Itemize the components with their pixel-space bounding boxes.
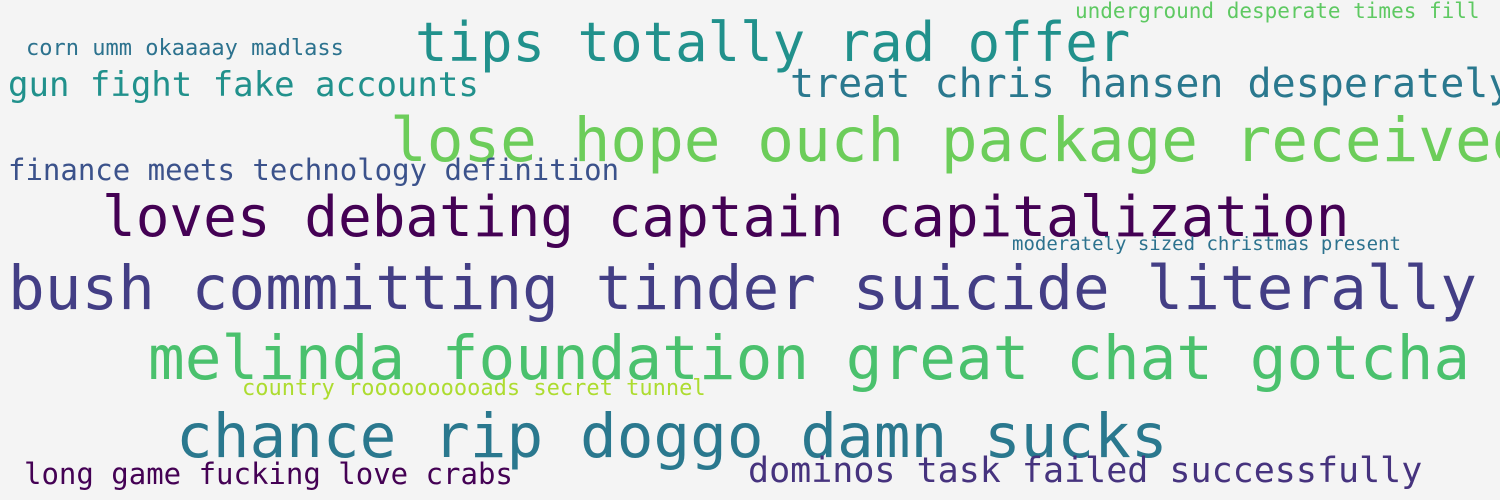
phrase-treat-chris-hansen-desperately: treat chris hansen desperately [790, 61, 1500, 107]
phrase-gun-fight-fake-accounts: gun fight fake accounts [8, 65, 479, 105]
phrase-long-game-fucking-love-crabs: long game fucking love crabs [24, 457, 513, 491]
phrase-country-roooooooooads-secret-tunnel: country roooooooooads secret tunnel [242, 376, 706, 401]
phrase-bush-committing-tinder-suicide-literally: bush committing tinder suicide literally [8, 253, 1478, 324]
phrase-loves-debating-captain-capitalization: loves debating captain capitalization [102, 185, 1350, 250]
phrase-moderately-sized-christmas-present: moderately sized christmas present [1012, 233, 1401, 255]
phrase-chance-rip-doggo-damn-sucks: chance rip doggo damn sucks [176, 401, 1168, 472]
phrase-lose-hope-ouch-package-received: lose hope ouch package received [390, 105, 1500, 176]
phrase-corn-umm-okaaaay-madlass: corn umm okaaaay madlass [26, 36, 344, 61]
phrase-melinda-foundation-great-chat-gotcha: melinda foundation great chat gotcha [148, 323, 1471, 394]
phrase-dominos-task-failed-successfully: dominos task failed successfully [748, 451, 1423, 491]
phrase-underground-desperate-times-fill: underground desperate times fill [1075, 0, 1480, 23]
phrase-tips-totally-rad-offer: tips totally rad offer [415, 11, 1131, 74]
phrase-finance-meets-technology-definition: finance meets technology definition [8, 153, 620, 187]
